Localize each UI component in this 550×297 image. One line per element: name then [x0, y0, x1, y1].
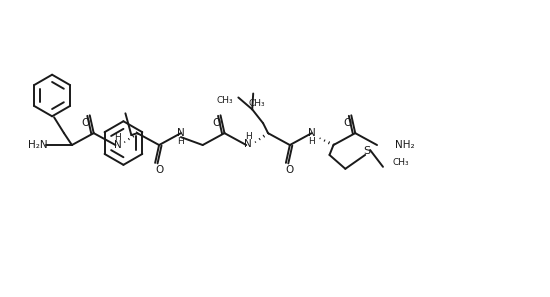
Text: O: O — [343, 118, 351, 128]
Text: CH₃: CH₃ — [393, 158, 409, 168]
Text: N: N — [244, 139, 252, 149]
Text: H: H — [245, 132, 252, 140]
Text: O: O — [212, 118, 221, 128]
Text: N: N — [114, 140, 122, 150]
Text: H: H — [114, 132, 121, 142]
Text: H: H — [178, 137, 184, 146]
Text: H₂N: H₂N — [29, 140, 48, 150]
Text: H: H — [309, 137, 315, 146]
Text: O: O — [81, 118, 90, 128]
Text: O: O — [155, 165, 163, 175]
Text: NH₂: NH₂ — [395, 140, 415, 150]
Text: N: N — [177, 128, 185, 138]
Text: N: N — [308, 128, 316, 138]
Text: CH₃: CH₃ — [249, 99, 266, 108]
Text: S: S — [364, 146, 371, 156]
Text: CH₃: CH₃ — [216, 96, 233, 105]
Text: O: O — [286, 165, 294, 175]
